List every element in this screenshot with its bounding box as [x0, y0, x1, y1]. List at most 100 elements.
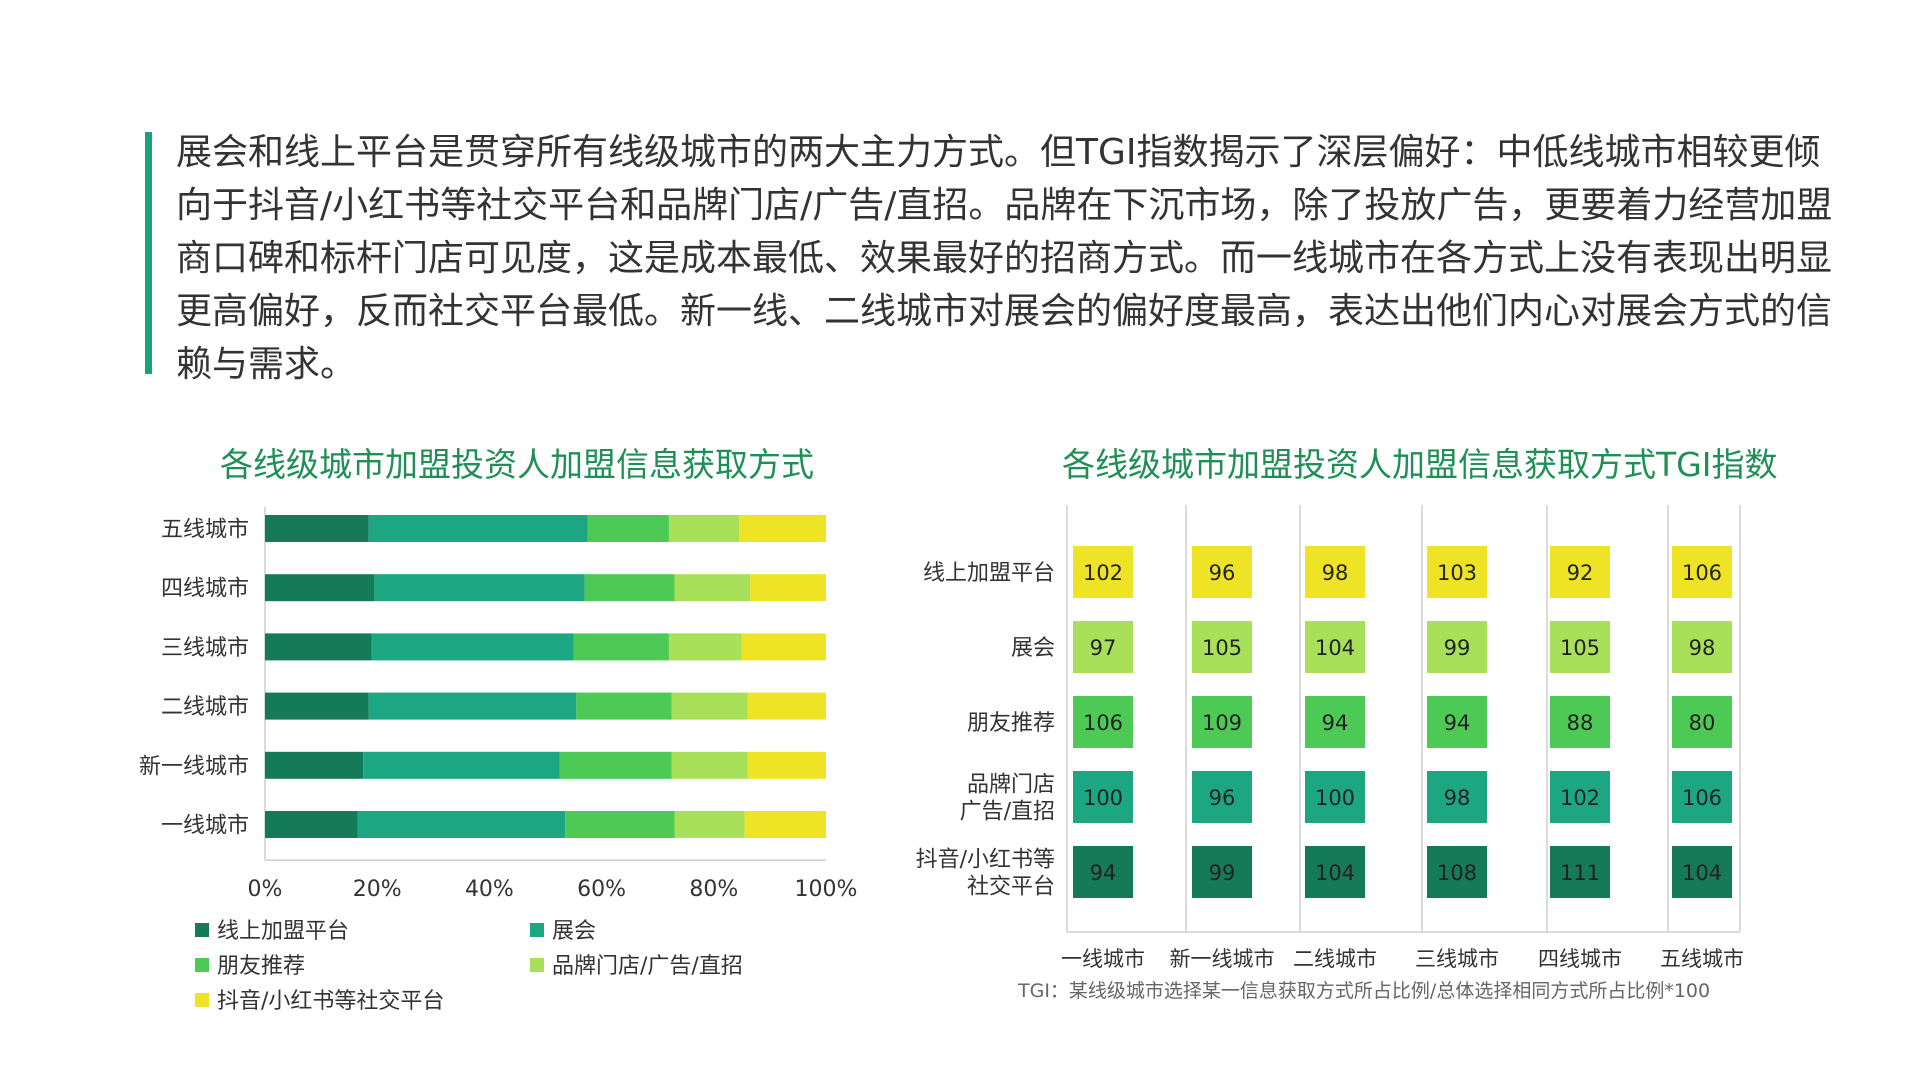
- bar-segment: [374, 574, 585, 602]
- tgi-cell: [1427, 546, 1487, 598]
- tgi-cell: [1427, 771, 1487, 823]
- bar-segment: [668, 515, 740, 542]
- bar-segment: [265, 811, 358, 838]
- intro-accent-bar: [145, 132, 152, 374]
- tgi-cell: [1672, 546, 1732, 598]
- tgi-value: 98: [1444, 786, 1471, 810]
- bar-segment: [671, 751, 748, 779]
- bar-segment: [747, 692, 826, 720]
- row-label: 展会: [1011, 636, 1055, 661]
- legend-swatch: [195, 958, 209, 972]
- tgi-cell: [1073, 846, 1133, 898]
- legend-label: 朋友推荐: [217, 954, 305, 979]
- column-label: 三线城市: [1415, 947, 1499, 971]
- bar-segment: [565, 811, 675, 838]
- tgi-chart-title: 各线级城市加盟投资人加盟信息获取方式TGI指数: [1062, 445, 1778, 484]
- bar-segment: [584, 574, 675, 602]
- tgi-cell: [1305, 621, 1365, 673]
- bar-segment: [265, 515, 369, 542]
- bar-segment: [363, 751, 560, 779]
- tgi-cell: [1192, 846, 1252, 898]
- category-label: 二线城市: [161, 695, 249, 720]
- tgi-value: 103: [1437, 561, 1477, 585]
- tgi-value: 108: [1437, 861, 1477, 885]
- x-tick-label: 80%: [689, 877, 738, 902]
- tgi-cell: [1073, 696, 1133, 748]
- tgi-cell: [1672, 696, 1732, 748]
- bar-segment: [674, 574, 751, 602]
- tgi-value: 94: [1322, 711, 1349, 735]
- tgi-cell: [1427, 696, 1487, 748]
- tgi-cell: [1427, 621, 1487, 673]
- tgi-cell: [1192, 696, 1252, 748]
- tgi-cell: [1305, 846, 1365, 898]
- row-label: 品牌门店: [967, 773, 1055, 798]
- tgi-value: 88: [1567, 711, 1594, 735]
- bar-segment: [744, 811, 826, 838]
- bar-segment: [674, 811, 745, 838]
- tgi-value: 94: [1444, 711, 1471, 735]
- tgi-value: 104: [1315, 636, 1355, 660]
- row-label: 线上加盟平台: [923, 561, 1055, 586]
- bar-segment: [265, 751, 364, 779]
- tgi-value: 106: [1083, 711, 1123, 735]
- tgi-value: 96: [1209, 561, 1236, 585]
- tgi-value: 102: [1083, 561, 1123, 585]
- bar-segment: [573, 633, 669, 661]
- tgi-value: 98: [1322, 561, 1349, 585]
- tgi-value: 105: [1560, 636, 1600, 660]
- tgi-value: 104: [1682, 861, 1722, 885]
- tgi-cell: [1305, 546, 1365, 598]
- tgi-value: 80: [1689, 711, 1716, 735]
- tgi-cell: [1672, 771, 1732, 823]
- bar-segment: [559, 751, 672, 779]
- column-label: 二线城市: [1293, 947, 1377, 971]
- column-label: 四线城市: [1538, 947, 1622, 971]
- category-label: 新一线城市: [139, 754, 249, 779]
- tgi-cell: [1550, 771, 1610, 823]
- x-tick-label: 100%: [795, 877, 858, 902]
- bar-segment: [371, 633, 574, 661]
- row-label: 朋友推荐: [967, 711, 1055, 736]
- bar-segment: [265, 633, 372, 661]
- tgi-value: 100: [1315, 786, 1355, 810]
- bar-segment: [750, 574, 826, 602]
- x-tick-label: 20%: [353, 877, 402, 902]
- legend-swatch: [195, 923, 209, 937]
- legend-swatch: [530, 923, 544, 937]
- tgi-value: 104: [1315, 861, 1355, 885]
- column-label: 五线城市: [1660, 947, 1744, 971]
- bar-segment: [739, 515, 826, 542]
- tgi-cell: [1672, 846, 1732, 898]
- tgi-value: 99: [1444, 636, 1471, 660]
- bar-segment: [747, 751, 826, 779]
- tgi-value: 92: [1567, 561, 1594, 585]
- tgi-value: 106: [1682, 561, 1722, 585]
- intro-paragraph: 展会和线上平台是贯穿所有线级城市的两大主力方式。但TGI指数揭示了深层偏好：中低…: [176, 132, 1833, 385]
- column-label: 一线城市: [1061, 947, 1145, 971]
- tgi-cell: [1305, 771, 1365, 823]
- tgi-cell: [1305, 696, 1365, 748]
- legend-label: 抖音/小红书等社交平台: [217, 989, 444, 1014]
- tgi-value: 97: [1090, 636, 1117, 660]
- tgi-cell: [1550, 846, 1610, 898]
- tgi-value: 96: [1209, 786, 1236, 810]
- tgi-value: 98: [1689, 636, 1716, 660]
- bar-segment: [368, 692, 577, 720]
- tgi-value: 111: [1560, 861, 1600, 885]
- tgi-cell: [1672, 621, 1732, 673]
- bar-segment: [668, 633, 742, 661]
- tgi-value: 102: [1560, 786, 1600, 810]
- tgi-cell: [1073, 621, 1133, 673]
- legend-label: 展会: [552, 919, 596, 944]
- row-label: 抖音/小红书等: [916, 848, 1055, 873]
- tgi-cell: [1192, 546, 1252, 598]
- tgi-cell: [1073, 546, 1133, 598]
- bar-segment: [671, 692, 748, 720]
- tgi-cell: [1550, 621, 1610, 673]
- bar-segment: [576, 692, 672, 720]
- tgi-value: 106: [1682, 786, 1722, 810]
- legend-label: 线上加盟平台: [217, 919, 349, 944]
